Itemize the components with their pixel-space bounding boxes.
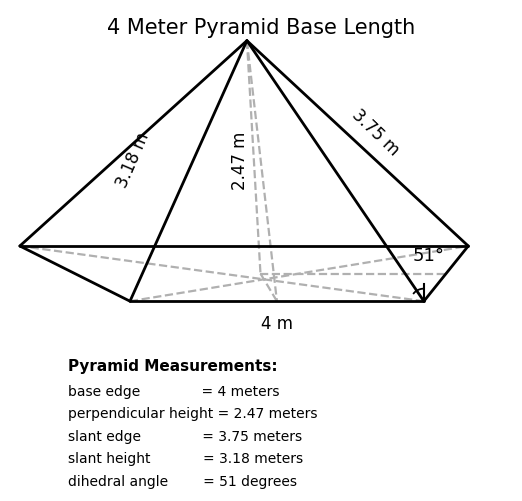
Text: 2.47 m: 2.47 m: [231, 131, 249, 189]
Text: perpendicular height = 2.47 meters: perpendicular height = 2.47 meters: [68, 406, 317, 420]
Text: slant height            = 3.18 meters: slant height = 3.18 meters: [68, 451, 303, 465]
Text: 4 m: 4 m: [260, 314, 293, 332]
Text: 3.75 m: 3.75 m: [349, 106, 403, 159]
Text: 3.18 m: 3.18 m: [113, 130, 153, 191]
Text: Pyramid Measurements:: Pyramid Measurements:: [68, 358, 278, 373]
Text: 51°: 51°: [412, 246, 444, 265]
Text: slant edge              = 3.75 meters: slant edge = 3.75 meters: [68, 429, 302, 443]
Text: 4 Meter Pyramid Base Length: 4 Meter Pyramid Base Length: [107, 18, 415, 38]
Text: dihedral angle        = 51 degrees: dihedral angle = 51 degrees: [68, 474, 297, 488]
Text: base edge              = 4 meters: base edge = 4 meters: [68, 384, 279, 398]
